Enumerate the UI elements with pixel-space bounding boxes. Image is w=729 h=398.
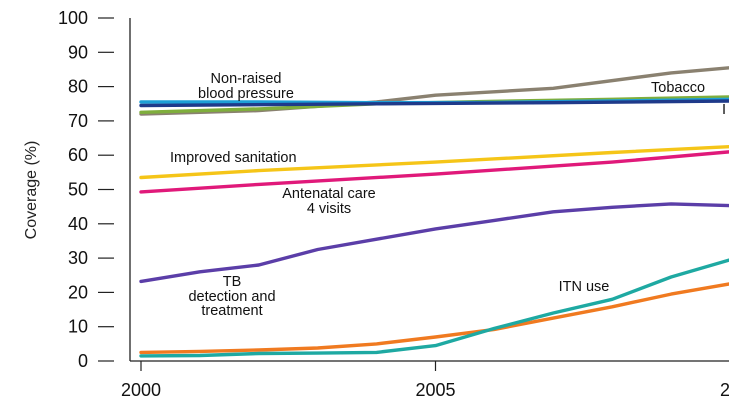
y-tick-label-90: 90 <box>68 42 88 62</box>
series-line-navy <box>139 99 729 108</box>
x-tick-label-2010: 20 <box>720 380 729 398</box>
annotation-tb-line2: detection and <box>188 289 275 305</box>
annotation-blood-pressure-line1: Non-raised <box>211 71 282 87</box>
y-tick-label-20: 20 <box>68 282 88 302</box>
y-tick-label-50: 50 <box>68 180 88 200</box>
annotation-antenatal-line1: Antenatal care <box>282 186 376 202</box>
annotation-sanitation: Improved sanitation <box>170 150 297 166</box>
annotation-tobacco-cut: I <box>722 102 726 118</box>
y-tick-label-100: 100 <box>58 8 88 28</box>
y-axis-label: Coverage (%) <box>23 141 40 240</box>
y-tick-label-10: 10 <box>68 317 88 337</box>
x-tick-label-2000: 2000 <box>121 380 161 398</box>
annotation-antenatal-line2: 4 visits <box>307 201 351 217</box>
series-line-itn <box>139 258 729 358</box>
series-line-orange <box>139 282 729 355</box>
series-line-antenatal <box>139 150 729 194</box>
series-line-tb <box>139 202 729 284</box>
series-annotations: Non-raised blood pressure Tobacco I Impr… <box>170 71 726 319</box>
annotation-tb-line1: TB <box>223 274 242 290</box>
axes <box>129 18 729 362</box>
y-tick-label-0: 0 <box>78 351 88 371</box>
annotation-tobacco: Tobacco <box>651 80 705 96</box>
y-tick-label-70: 70 <box>68 111 88 131</box>
annotation-blood-pressure-line2: blood pressure <box>198 86 294 102</box>
x-ticks: 2000 2005 20 <box>121 361 729 398</box>
x-tick-label-2005: 2005 <box>415 380 455 398</box>
series-line-sanitation <box>139 144 729 180</box>
series-lines <box>139 66 729 358</box>
annotation-tb-line3: treatment <box>201 303 262 319</box>
y-ticks: 0 10 20 30 40 50 60 70 80 90 100 <box>58 8 114 371</box>
annotation-itn-use: ITN use <box>559 279 610 295</box>
y-tick-label-60: 60 <box>68 145 88 165</box>
y-tick-label-40: 40 <box>68 214 88 234</box>
y-tick-label-80: 80 <box>68 77 88 97</box>
y-tick-label-30: 30 <box>68 248 88 268</box>
